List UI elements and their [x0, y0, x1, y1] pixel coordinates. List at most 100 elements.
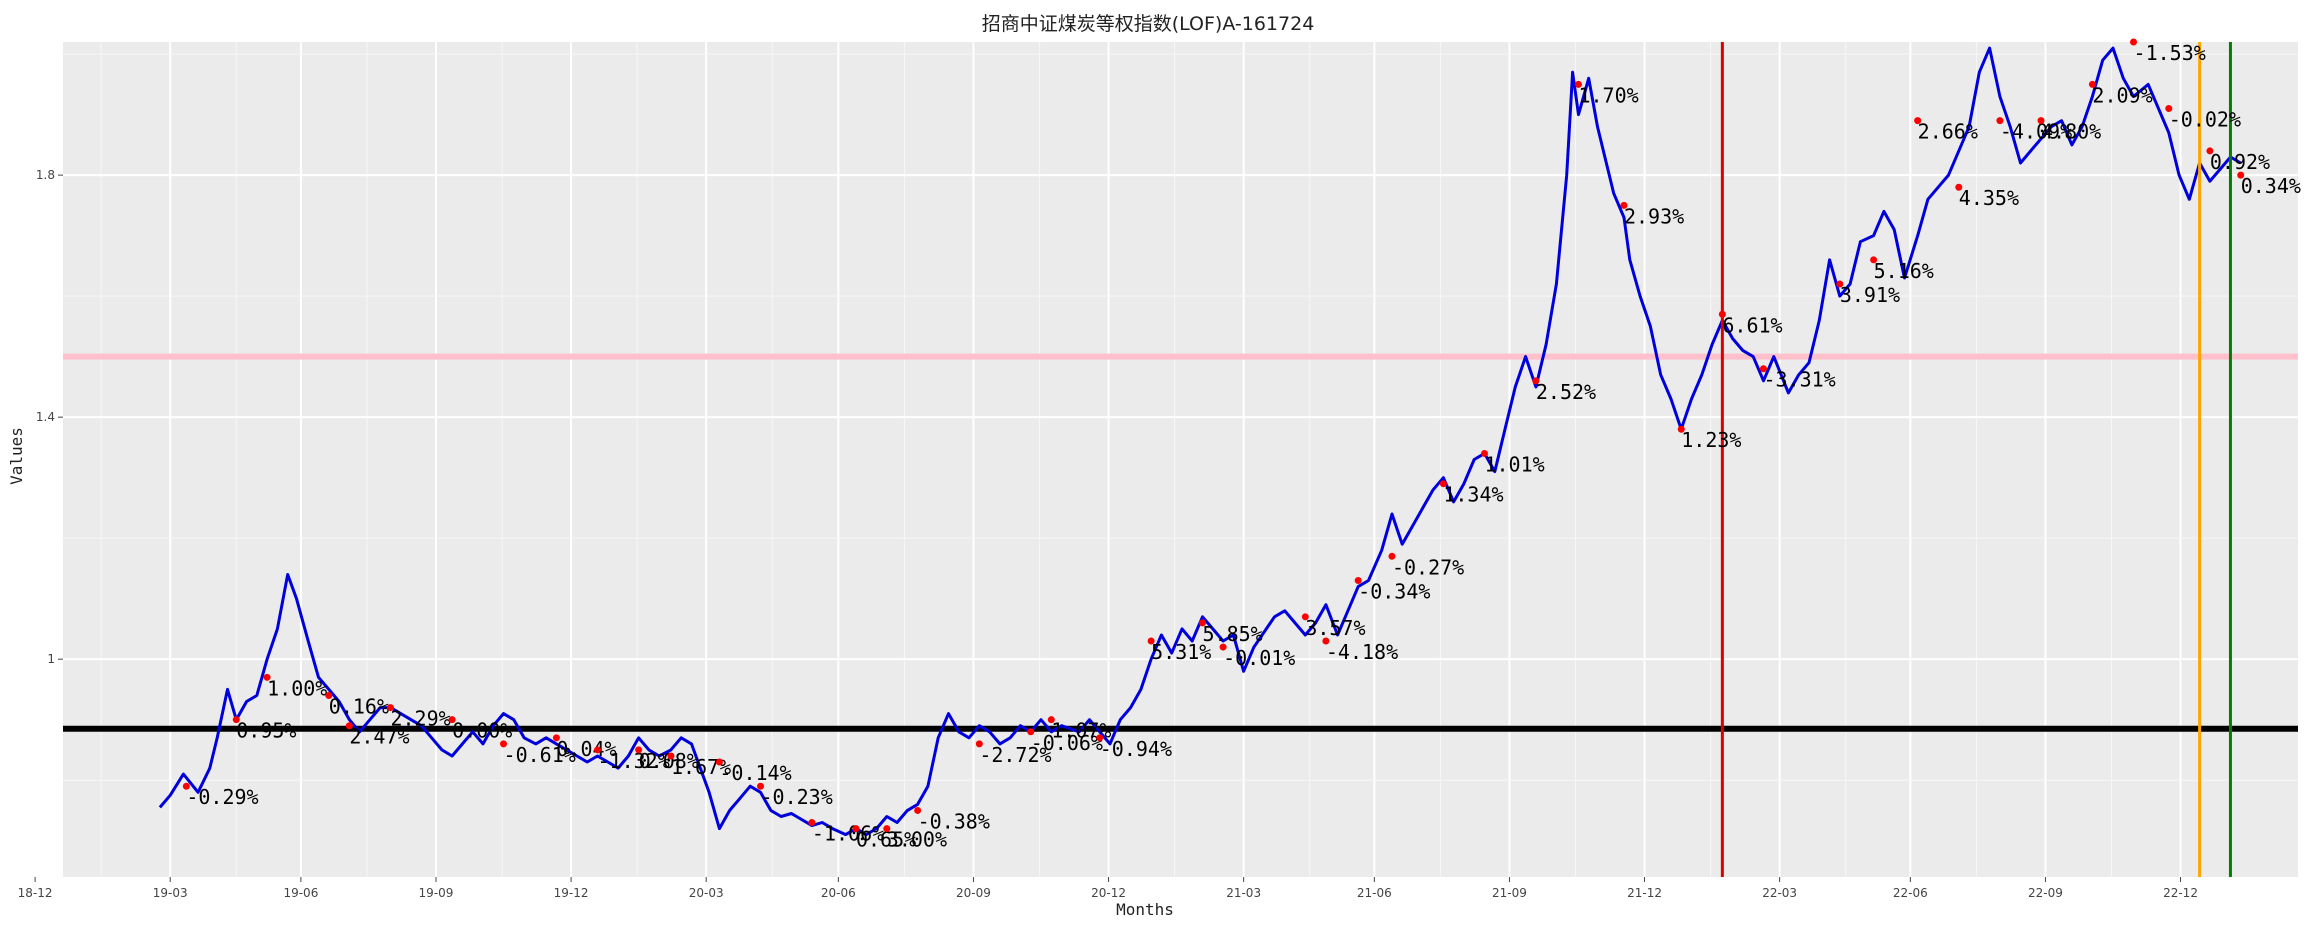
- annotation-marker: [182, 782, 190, 790]
- annotation-marker: [386, 704, 394, 712]
- series-line: [158, 46, 2242, 837]
- annotation-label: 0.04%: [556, 737, 616, 761]
- annotation-label: 4.80%: [2041, 120, 2101, 144]
- chart-title: 招商中证煤炭等权指数(LOF)A-161724: [982, 13, 1315, 35]
- x-tick-label: 19-03: [153, 886, 188, 900]
- y-tick-label: 1.8: [36, 168, 55, 182]
- annotation-label: 3.00%: [887, 828, 947, 852]
- annotation-marker: [345, 722, 353, 730]
- annotation-marker: [1219, 643, 1227, 651]
- annotation-label: 1.01%: [1484, 452, 1544, 476]
- annotation-label: -1.06%: [812, 822, 884, 846]
- x-tick-label: 20-09: [956, 886, 991, 900]
- annotation-label: 1.67%: [671, 755, 731, 779]
- annotation-label: -1.53%: [2134, 41, 2206, 65]
- annotation-label: -0.23%: [761, 785, 833, 809]
- x-tick-label: 21-12: [1627, 886, 1662, 900]
- annotation-label: 2.29%: [390, 707, 450, 731]
- annotation-label: 1.70%: [1578, 83, 1638, 107]
- annotation-marker: [1301, 613, 1309, 621]
- annotation-marker: [975, 740, 983, 748]
- annotation-marker: [1388, 552, 1396, 560]
- x-tick-label: 21-06: [1357, 886, 1392, 900]
- annotation-label: 2.52%: [1536, 380, 1596, 404]
- annotation-marker: [1996, 117, 2004, 125]
- annotation-label: 0.34%: [2241, 174, 2301, 198]
- annotation-label: 5.85%: [1203, 622, 1263, 646]
- annotation-label: -0.06%: [1031, 731, 1103, 755]
- annotation-marker: [808, 819, 816, 827]
- y-tick-label: 1: [47, 652, 55, 666]
- annotation-label: 1.34%: [1443, 483, 1503, 507]
- annotation-marker: [1354, 577, 1362, 585]
- annotation-marker: [1199, 619, 1207, 627]
- annotation-marker: [1096, 734, 1104, 742]
- annotation-marker: [852, 825, 860, 833]
- annotation-marker: [1322, 637, 1330, 645]
- annotation-marker: [1620, 201, 1628, 209]
- annotation-marker: [2206, 147, 2214, 155]
- annotation-label: 6.61%: [1722, 313, 1782, 337]
- annotation-marker: [1914, 117, 1922, 125]
- y-axis-label: Values: [7, 427, 26, 485]
- annotation-marker: [1836, 280, 1844, 288]
- annotation-marker: [667, 752, 675, 760]
- annotation-marker: [1147, 637, 1155, 645]
- annotation-marker: [1047, 716, 1055, 724]
- y-tick-label: 1.4: [36, 410, 55, 424]
- annotation-label: -0.27%: [1392, 555, 1464, 579]
- annotation-label: -0.38%: [918, 809, 990, 833]
- annotation-marker: [1532, 377, 1540, 385]
- annotation-marker: [1439, 480, 1447, 488]
- annotation-marker: [757, 782, 765, 790]
- annotation-marker: [1480, 449, 1488, 457]
- annotation-marker: [1027, 728, 1035, 736]
- annotation-marker: [1955, 183, 1963, 191]
- y-axis: 1 1.4 1.8: [36, 168, 63, 666]
- annotation-marker: [2165, 105, 2173, 113]
- annotations: -0.29% 0.95% 1.00%0.16% 2.47%2.29%0.00%-0.6…: [182, 38, 2301, 852]
- annotation-marker: [500, 740, 508, 748]
- annotation-label: 5.16%: [1874, 259, 1934, 283]
- annotation-label: -4.18%: [1326, 640, 1398, 664]
- annotation-label: -0.01%: [1223, 646, 1295, 670]
- annotation-marker: [635, 746, 643, 754]
- annotation-marker: [448, 716, 456, 724]
- x-tick-label: 20-06: [821, 886, 856, 900]
- annotation-label: 5.31%: [1151, 640, 1211, 664]
- vertical-reference-lines: [1720, 42, 2232, 877]
- annotation-marker: [263, 673, 271, 681]
- annotation-label: -3.31%: [1763, 368, 1835, 392]
- annotation-label: 0.00%: [452, 719, 512, 743]
- annotation-marker: [2088, 80, 2096, 88]
- annotation-label: 2.47%: [349, 725, 409, 749]
- x-tick-label: 19-12: [554, 886, 589, 900]
- annotation-marker: [914, 806, 922, 814]
- x-tick-label: 22-12: [2163, 886, 2198, 900]
- x-axis: 18-12 19-03 19-06 19-09 19-12 20-03 20-06 20-09…: [18, 877, 2198, 900]
- annotation-label: 4.35%: [1959, 186, 2019, 210]
- x-tick-label: 19-06: [283, 886, 318, 900]
- horizontal-reference-lines: [63, 353, 2298, 732]
- annotation-label: 1.23%: [1681, 428, 1741, 452]
- annotation-label: -0.14%: [719, 761, 791, 785]
- annotation-marker: [1759, 365, 1767, 373]
- x-tick-label: 22-09: [2028, 886, 2063, 900]
- annotation-label: -0.02%: [2169, 108, 2241, 132]
- annotation-marker: [594, 746, 602, 754]
- annotation-label: -0.34%: [1358, 580, 1430, 604]
- x-tick-label: 22-06: [1893, 886, 1928, 900]
- plot-area: [63, 42, 2298, 877]
- annotation-label: 0.08%: [639, 749, 699, 773]
- grid: [34, 42, 2298, 877]
- annotation-marker: [1870, 256, 1878, 264]
- x-tick-label: 20-03: [689, 886, 724, 900]
- annotation-label: -0.61%: [504, 743, 576, 767]
- annotation-label: 0.92%: [2210, 150, 2270, 174]
- annotation-label: -2.72%: [979, 743, 1051, 767]
- annotation-label: 0.16%: [329, 694, 389, 718]
- annotation-marker: [2037, 117, 2045, 125]
- x-tick-label: 18-12: [18, 886, 53, 900]
- annotation-label: 2.93%: [1624, 204, 1684, 228]
- x-tick-label: 21-09: [1492, 886, 1527, 900]
